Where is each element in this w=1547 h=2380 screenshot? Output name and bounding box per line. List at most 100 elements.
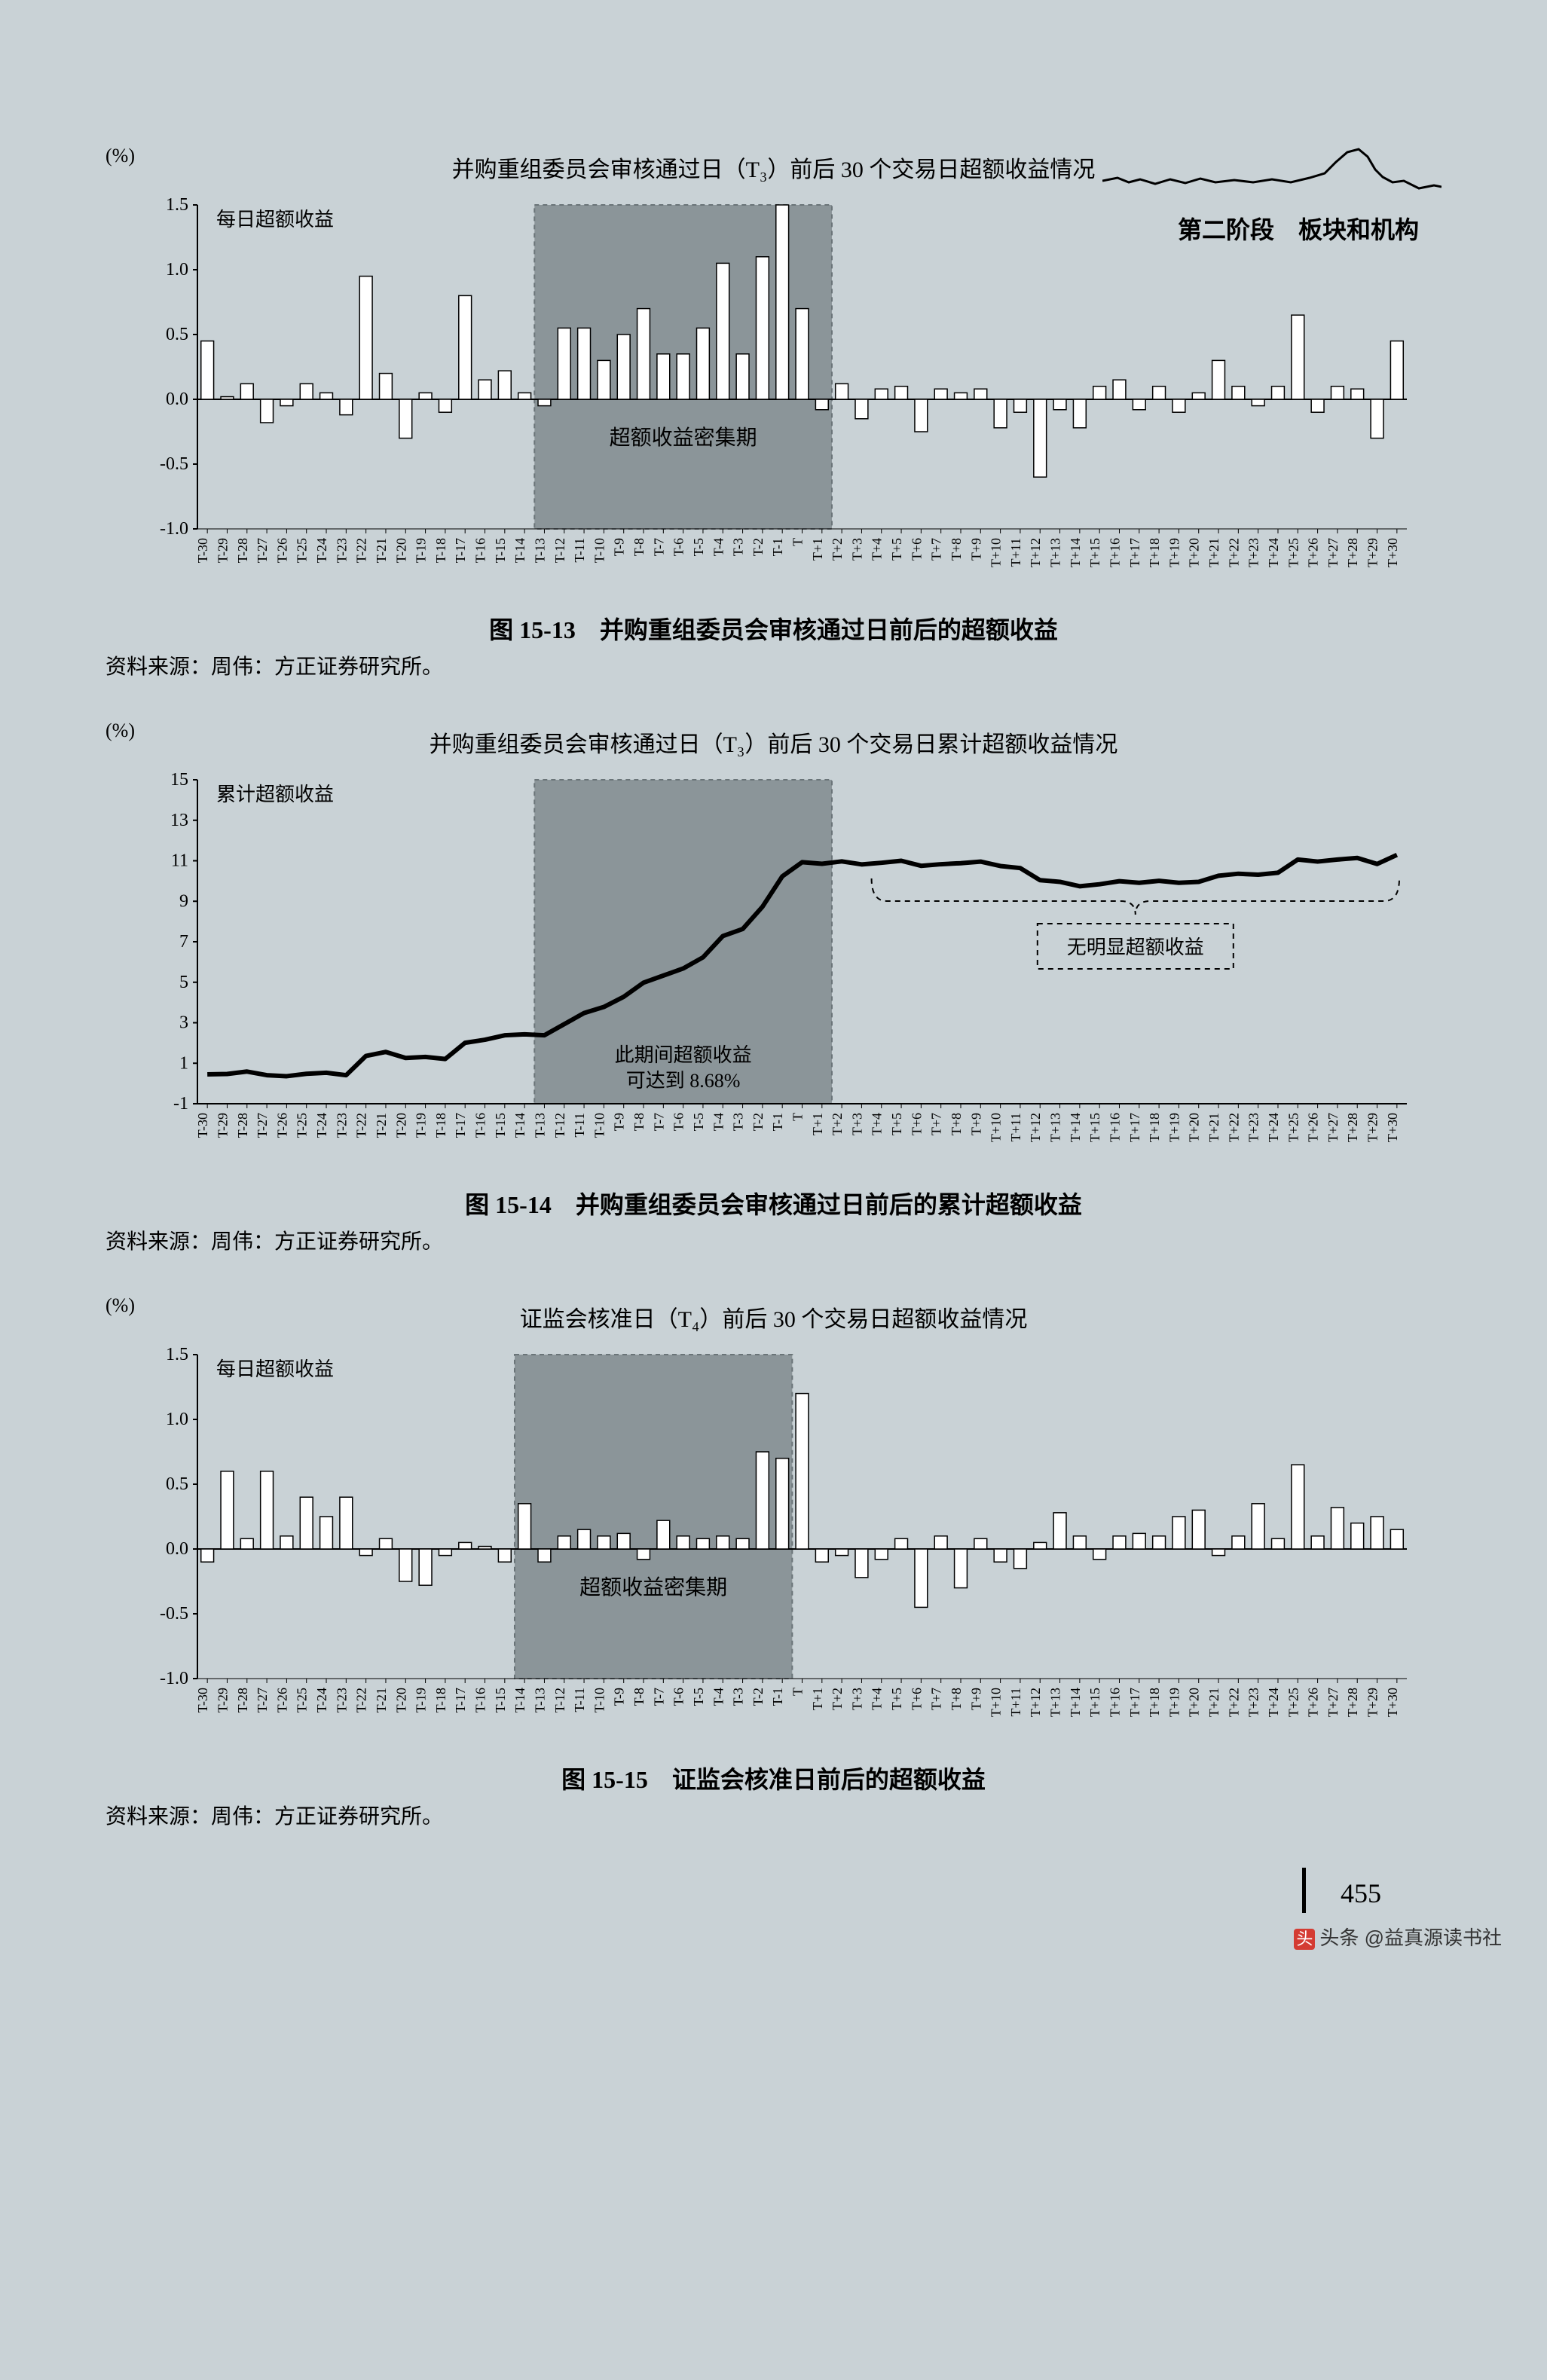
- svg-text:0.0: 0.0: [166, 390, 188, 409]
- svg-text:T+3: T+3: [849, 1688, 864, 1710]
- svg-text:T+30: T+30: [1384, 1113, 1399, 1142]
- svg-text:T+29: T+29: [1365, 538, 1380, 567]
- svg-text:-1.0: -1.0: [160, 1669, 188, 1688]
- svg-text:0.5: 0.5: [166, 325, 188, 344]
- svg-text:T+18: T+18: [1147, 538, 1162, 567]
- svg-text:T-18: T-18: [433, 1113, 448, 1138]
- chart-3-block: (%) 证监会核准日（T₄）前后 30 个交易日超额收益情况 -1.0-0.50…: [75, 1300, 1472, 1830]
- svg-text:-0.5: -0.5: [160, 1604, 188, 1624]
- svg-text:T+11: T+11: [1007, 1688, 1023, 1716]
- svg-text:T+22: T+22: [1226, 1688, 1241, 1717]
- svg-text:T-14: T-14: [512, 1688, 527, 1712]
- chart-2-caption: 图 15-14 并购重组委员会审核通过日前后的累计超额收益: [75, 1186, 1472, 1221]
- svg-text:15: 15: [170, 770, 188, 790]
- svg-text:T-16: T-16: [472, 1113, 488, 1138]
- svg-text:T-13: T-13: [532, 538, 547, 563]
- svg-text:9: 9: [179, 891, 188, 911]
- svg-text:超额收益密集期: 超额收益密集期: [609, 426, 757, 450]
- svg-text:T-30: T-30: [195, 538, 210, 563]
- svg-text:T: T: [790, 538, 805, 546]
- svg-text:每日超额收益: 每日超额收益: [216, 209, 334, 231]
- svg-text:T+20: T+20: [1186, 1688, 1201, 1717]
- page-number-divider: [1302, 1868, 1306, 1913]
- chart-1-title: 并购重组委员会审核通过日（T₃）前后 30 个交易日超额收益情况: [75, 151, 1472, 184]
- svg-text:T-13: T-13: [532, 1688, 547, 1712]
- svg-text:T-15: T-15: [492, 1113, 507, 1138]
- svg-text:T: T: [790, 1688, 805, 1696]
- svg-text:T+11: T+11: [1007, 538, 1023, 567]
- svg-text:T+25: T+25: [1286, 538, 1301, 567]
- svg-text:T+11: T+11: [1007, 1113, 1023, 1141]
- svg-text:T-19: T-19: [413, 1113, 428, 1138]
- svg-text:T+1: T+1: [809, 538, 824, 561]
- svg-text:T-9: T-9: [611, 538, 626, 556]
- svg-text:T+21: T+21: [1206, 1688, 1221, 1717]
- chart-3-caption: 图 15-15 证监会核准日前后的超额收益: [75, 1761, 1472, 1795]
- svg-text:T-30: T-30: [195, 1113, 210, 1138]
- svg-text:T+9: T+9: [968, 1688, 983, 1710]
- svg-text:T+23: T+23: [1246, 1688, 1261, 1717]
- svg-text:T-23: T-23: [334, 1113, 349, 1138]
- svg-text:T+22: T+22: [1226, 1113, 1241, 1142]
- svg-text:T-5: T-5: [690, 1688, 705, 1706]
- svg-text:0.5: 0.5: [166, 1474, 188, 1494]
- svg-text:T-26: T-26: [274, 1688, 289, 1712]
- chart-1-block: (%) 并购重组委员会审核通过日（T₃）前后 30 个交易日超额收益情况 -1.…: [75, 151, 1472, 680]
- svg-text:T-25: T-25: [294, 1113, 309, 1138]
- svg-text:T+3: T+3: [849, 1113, 864, 1135]
- chart-2-svg: -113579111315T-30T-29T-28T-27T-26T-25T-2…: [126, 765, 1422, 1172]
- svg-text:0.0: 0.0: [166, 1539, 188, 1559]
- svg-text:T-15: T-15: [492, 1688, 507, 1712]
- svg-text:T-23: T-23: [334, 538, 349, 563]
- svg-text:T-4: T-4: [711, 1113, 726, 1131]
- svg-text:T+28: T+28: [1345, 1113, 1360, 1142]
- svg-text:T-14: T-14: [512, 538, 527, 563]
- svg-text:T+1: T+1: [809, 1688, 824, 1710]
- svg-text:T-4: T-4: [711, 538, 726, 556]
- svg-text:T+1: T+1: [809, 1113, 824, 1135]
- svg-text:T-29: T-29: [215, 1113, 230, 1138]
- chart-1-caption: 图 15-13 并购重组委员会审核通过日前后的超额收益: [75, 611, 1472, 646]
- svg-text:1: 1: [179, 1053, 188, 1073]
- svg-text:T+17: T+17: [1127, 538, 1142, 567]
- svg-text:T+26: T+26: [1305, 1113, 1320, 1142]
- svg-text:T+29: T+29: [1365, 1113, 1380, 1142]
- svg-text:T+9: T+9: [968, 538, 983, 561]
- svg-text:T-30: T-30: [195, 1688, 210, 1712]
- svg-text:每日超额收益: 每日超额收益: [216, 1358, 334, 1380]
- svg-text:T-16: T-16: [472, 1688, 488, 1712]
- svg-text:T+24: T+24: [1265, 538, 1280, 567]
- chart-1-y-unit: (%): [105, 145, 135, 167]
- svg-text:T+8: T+8: [948, 538, 963, 561]
- svg-text:T-19: T-19: [413, 1688, 428, 1712]
- svg-text:1.5: 1.5: [166, 1345, 188, 1364]
- svg-text:-1: -1: [173, 1094, 188, 1114]
- svg-text:T: T: [790, 1113, 805, 1121]
- svg-text:T+15: T+15: [1087, 1688, 1102, 1717]
- svg-text:1.0: 1.0: [166, 260, 188, 280]
- svg-text:无明显超额收益: 无明显超额收益: [1066, 936, 1203, 958]
- svg-text:T-7: T-7: [651, 538, 666, 556]
- svg-text:可达到 8.68%: 可达到 8.68%: [625, 1070, 740, 1092]
- svg-text:T+19: T+19: [1166, 1113, 1182, 1142]
- svg-text:T-11: T-11: [572, 1688, 587, 1712]
- svg-text:T+2: T+2: [830, 1688, 845, 1710]
- chart-3-svg: -1.0-0.50.00.51.01.5T-30T-29T-28T-27T-26…: [126, 1340, 1422, 1746]
- svg-text:T+17: T+17: [1127, 1688, 1142, 1717]
- svg-text:T-2: T-2: [750, 1688, 765, 1706]
- svg-text:5: 5: [179, 973, 188, 992]
- svg-text:T-17: T-17: [453, 538, 468, 563]
- svg-text:T+27: T+27: [1325, 1113, 1340, 1142]
- svg-text:T-7: T-7: [651, 1688, 666, 1706]
- svg-text:T+18: T+18: [1147, 1113, 1162, 1142]
- svg-text:T-12: T-12: [552, 1688, 567, 1712]
- svg-text:T-25: T-25: [294, 1688, 309, 1712]
- chart-2-y-unit: (%): [105, 719, 135, 742]
- svg-text:T-10: T-10: [592, 1113, 607, 1138]
- svg-text:T-24: T-24: [314, 1688, 329, 1712]
- svg-text:3: 3: [179, 1013, 188, 1033]
- svg-text:T-14: T-14: [512, 1113, 527, 1138]
- svg-text:T-9: T-9: [611, 1113, 626, 1131]
- svg-text:T+24: T+24: [1265, 1688, 1280, 1717]
- svg-text:T-27: T-27: [255, 1688, 270, 1712]
